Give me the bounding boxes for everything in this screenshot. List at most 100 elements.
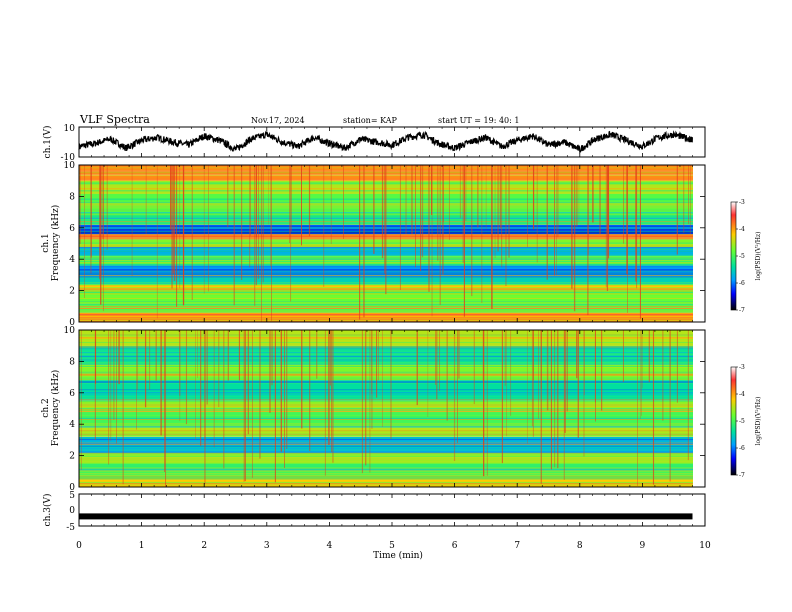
ch1-spectrogram-ytick-label: 10 (64, 161, 76, 171)
ch1-spectrogram-band-texture (79, 307, 693, 309)
ch3-waveform-trace (79, 513, 693, 520)
time-axis-ticklabel: 10 (699, 541, 711, 551)
ch2-spectrogram-band-texture (79, 429, 693, 430)
ch1-spectrogram-band-texture (79, 317, 693, 319)
ch1-waveform-panel: 10 -10 ch.1(V) (42, 124, 706, 163)
ch2-spectrogram-band-texture (79, 382, 693, 384)
ch2-spectrogram-band-texture (79, 427, 693, 428)
ch1-colorbar-ramp (730, 201, 737, 311)
ch1-spectrogram-ytick-label: 2 (69, 287, 75, 297)
ch2-spectrogram-band-texture (79, 484, 693, 486)
ch1-spectrogram-band-texture (79, 302, 693, 304)
time-axis-ticklabel: 7 (514, 541, 520, 551)
ch1-spectrogram-band-texture (79, 318, 693, 320)
ch1-spectrogram-band-texture (79, 306, 693, 308)
ch1-spectrogram-band-texture (79, 320, 693, 321)
time-axis-ticklabel: 9 (640, 541, 646, 551)
ch2-spectrogram-band-texture (79, 353, 693, 355)
ch2-spectrogram-band-texture (79, 372, 693, 374)
ch2-spectrogram-band-texture (79, 415, 693, 416)
ch1-colorbar-tick-label: -5 (739, 253, 745, 260)
ch2-spectrogram-band-texture (79, 467, 693, 469)
time-axis-ticklabel: 6 (452, 541, 458, 551)
ch2-spectrogram-band-texture (79, 469, 693, 471)
ch2-spectrogram-band-texture (79, 469, 693, 471)
ch2-spectrogram-band-texture (79, 431, 693, 433)
ch2-spectrogram-ytick-label: 0 (69, 483, 75, 493)
ch2-spectrogram-band-texture (79, 453, 693, 455)
ch2-spectrogram-band-texture (79, 371, 693, 373)
ch1-colorbar-tick-label: -3 (739, 199, 745, 206)
ch3-waveform-ticks (78, 494, 706, 526)
ch1-waveform-ticks (78, 127, 706, 157)
ch2-spectrogram-band-texture (79, 468, 693, 470)
ch2-spectrogram-band-texture (79, 401, 693, 403)
ch1-spectrogram-band-texture (79, 300, 693, 302)
start-time-label: start UT = 19: 40: 1 (438, 116, 519, 125)
ch2-spectrogram-band-texture (79, 409, 693, 411)
time-axis-ticklabel: 5 (389, 541, 395, 551)
ch2-spectrogram-band-texture (79, 347, 693, 349)
ch1-spectrogram-band-texture (79, 299, 693, 301)
ch2-spectrogram-band-texture (79, 470, 693, 472)
time-axis-ticklabels: 0 1 2 3 4 5 6 7 8 9 10 (76, 541, 711, 551)
ch2-spectrogram-band-texture (79, 464, 693, 466)
ch2-spectrogram-band-texture (79, 416, 693, 417)
ch2-spectrogram-band-texture (79, 339, 693, 341)
ch1-spectrogram-band-texture (79, 304, 693, 306)
ch2-spectrogram-band (79, 380, 693, 401)
ch2-spectrogram-band-texture (79, 402, 693, 404)
ch2-spectrogram-band-texture (79, 379, 693, 380)
ch1-spectrogram-band-texture (79, 314, 693, 316)
ch1-ytick-bottom: -10 (61, 153, 76, 163)
ch3-ytick-bottom: -5 (66, 523, 75, 533)
ch2-spectrogram-band (79, 436, 693, 453)
ch2-spectrogram-band-texture (79, 482, 693, 484)
ch2-spectrogram-band-texture (79, 389, 693, 391)
ch1-spectrogram-band-texture (79, 298, 693, 299)
ch2-spectrogram-band-texture (79, 416, 693, 418)
ch2-colorbar-tick-label: -3 (739, 364, 745, 371)
ch2-spectrogram-band-texture (79, 404, 693, 406)
ch2-spectrogram-band-texture (79, 438, 693, 440)
ch2-spectrogram-band-texture (79, 437, 693, 439)
ch2-spectrogram-band-texture (79, 363, 693, 365)
ch2-spectrogram-band-texture (79, 408, 693, 409)
ch2-spectrogram-band-texture (79, 458, 693, 460)
ch2-colorbar: -3 -4 -5 -6 -7 log(PSD)(V²/Hz) (730, 364, 762, 479)
ch2-spectrogram-ytick-label: 10 (64, 326, 76, 336)
ch2-spectrogram-band-texture (79, 434, 693, 436)
ch2-spectrogram-panel: 0 2 4 6 8 10 ch.2 Frequency (kHz) (41, 326, 706, 493)
ch2-spectrogram-band-texture (79, 455, 693, 457)
ch2-spectrogram-band-texture (79, 460, 693, 462)
ch2-spectrogram-band-texture (79, 462, 693, 463)
ch1-spectrogram-band-texture (79, 311, 693, 313)
ch1-spectrogram-band-texture (79, 301, 693, 303)
ch2-spectrogram-band-texture (79, 443, 693, 444)
ch2-spectrogram-band-texture (79, 376, 693, 378)
ch2-spectrogram-band-texture (79, 342, 693, 343)
ch2-spectrogram-ylabel-channel: ch.2 (41, 398, 51, 417)
ch2-spectrogram-band-texture (79, 356, 693, 358)
ch1-spectrogram-band-texture (79, 296, 693, 298)
ch2-spectrogram-band-texture (79, 424, 693, 426)
ch2-spectrogram-band-texture (79, 331, 693, 333)
ch2-spectrogram-band (79, 452, 693, 464)
ch2-spectrogram-band-texture (79, 422, 693, 423)
ch2-colorbar-ramp (730, 366, 737, 476)
ch2-spectrogram-band-texture (79, 340, 693, 342)
ch2-spectrogram-band-texture (79, 426, 693, 427)
ch2-spectrogram-spikes (80, 330, 689, 487)
ch1-spectrogram-ytick-label: 0 (69, 318, 75, 328)
ch1-colorbar: -3 -4 -5 -6 -7 log(PSD)(V²/Hz) (730, 199, 762, 314)
ch2-spectrogram-band-texture (79, 367, 693, 368)
ch2-spectrogram-band-texture (79, 485, 693, 486)
ch2-spectrogram-band-texture (79, 483, 693, 485)
ch2-spectrogram-band-texture (79, 479, 693, 480)
ch1-spectrogram-band-texture (79, 303, 693, 305)
ch1-spectrogram-spikes (79, 165, 691, 322)
ch1-ytick-top: 10 (64, 124, 76, 134)
ch2-spectrogram-band-texture (79, 427, 693, 429)
station-label: station= KAP (343, 116, 398, 125)
ch2-spectrogram-band-texture (79, 361, 693, 362)
